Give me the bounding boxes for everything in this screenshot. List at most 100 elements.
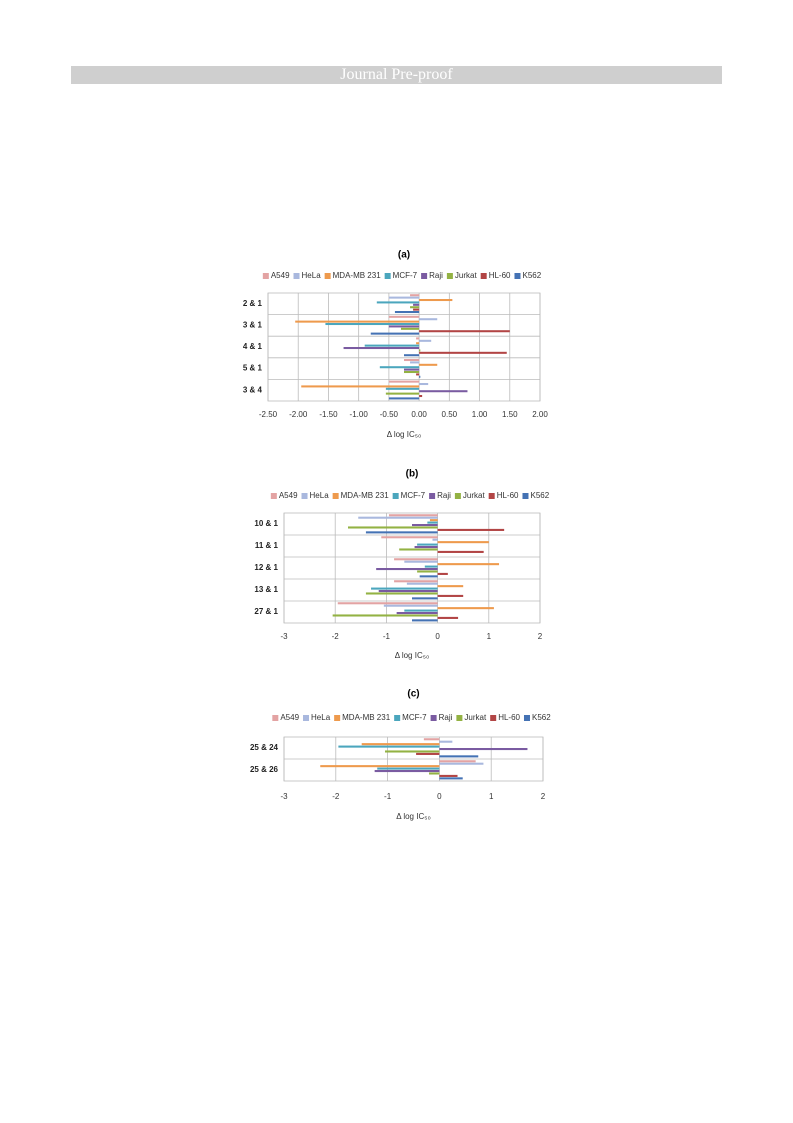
x-tick-label: 0.50 <box>442 410 458 419</box>
x-tick-label: -2 <box>332 632 340 641</box>
legend-label: Jurkat <box>455 271 478 280</box>
journal-header: Journal Pre-proof <box>71 66 722 84</box>
bar <box>385 392 420 395</box>
x-tick-label: -1 <box>384 792 392 801</box>
bar <box>419 390 468 393</box>
legend-label: A549 <box>280 713 299 722</box>
y-tick-label: 2 & 1 <box>243 299 263 308</box>
bar <box>404 368 420 371</box>
bar <box>343 347 420 350</box>
bar <box>394 580 438 583</box>
chart-title: (c) <box>407 689 419 700</box>
legend-swatch <box>456 715 463 721</box>
x-tick-label: 1.50 <box>502 410 518 419</box>
legend-label: HL-60 <box>498 713 520 722</box>
y-tick-label: 11 & 1 <box>255 541 279 550</box>
bar <box>429 519 438 522</box>
legend-swatch <box>293 273 300 279</box>
bar <box>416 752 440 755</box>
bar <box>437 585 464 588</box>
legend-label: HeLa <box>311 713 331 722</box>
bar <box>370 332 420 335</box>
legend-label: Raji <box>439 713 453 722</box>
x-tick-label: 2 <box>538 632 543 641</box>
bar <box>388 514 438 517</box>
bar <box>423 738 440 741</box>
x-tick-label: -2 <box>332 792 340 801</box>
bar <box>439 748 528 751</box>
bar <box>437 616 459 619</box>
x-tick-label: 2.00 <box>532 410 548 419</box>
legend-swatch <box>421 273 428 279</box>
bar <box>439 760 476 763</box>
bar <box>361 743 440 746</box>
bar <box>437 528 505 531</box>
legend-swatch <box>454 493 461 499</box>
legend-label: Raji <box>437 491 451 500</box>
bar <box>388 315 420 318</box>
legend-label: MDA-MB 231 <box>342 713 391 722</box>
bar <box>419 318 438 321</box>
bar <box>437 572 448 575</box>
legend-swatch <box>301 493 308 499</box>
bar <box>371 587 438 590</box>
y-tick-label: 27 & 1 <box>254 607 278 616</box>
bar <box>417 543 438 546</box>
bar <box>365 531 438 534</box>
legend-swatch <box>272 715 279 721</box>
bar <box>412 597 438 600</box>
bar <box>437 607 494 610</box>
bar <box>376 568 438 571</box>
legend-label: HL-60 <box>497 491 519 500</box>
bar <box>424 565 438 568</box>
bar <box>365 592 438 595</box>
bar <box>410 361 420 364</box>
legend-swatch <box>384 273 391 279</box>
x-axis-label: Δ log IC₅₀ <box>387 430 422 439</box>
bar <box>374 770 440 773</box>
legend-swatch <box>334 715 341 721</box>
bar <box>416 337 420 340</box>
bar <box>419 339 432 342</box>
bar <box>437 563 500 566</box>
legend-swatch <box>430 715 437 721</box>
chart-title: (a) <box>398 250 410 261</box>
x-tick-label: -2.00 <box>289 410 308 419</box>
bar <box>410 294 420 297</box>
y-tick-label: 12 & 1 <box>254 563 278 572</box>
bar <box>381 536 438 539</box>
y-tick-label: 25 & 24 <box>250 743 279 752</box>
bar <box>338 745 440 748</box>
bar <box>419 351 507 354</box>
legend-label: K562 <box>532 713 551 722</box>
bar <box>396 612 438 615</box>
x-tick-label: -1.00 <box>350 410 369 419</box>
legend-label: HL-60 <box>489 271 511 280</box>
bar <box>383 604 438 607</box>
bar <box>404 359 420 362</box>
x-tick-label: 2 <box>541 792 546 801</box>
bar <box>404 609 438 612</box>
bar <box>417 570 438 573</box>
bar <box>419 299 453 302</box>
legend-swatch <box>523 715 530 721</box>
bar <box>410 306 420 309</box>
legend-swatch <box>394 715 401 721</box>
bar <box>439 740 453 743</box>
bar <box>416 373 420 376</box>
bar <box>429 772 440 775</box>
bar <box>413 308 420 311</box>
bar <box>427 521 438 524</box>
x-tick-label: -1.50 <box>319 410 338 419</box>
bar <box>406 582 438 585</box>
bar <box>394 311 420 314</box>
x-axis-label: Δ log IC₅₀ <box>395 651 430 660</box>
bar <box>388 296 420 299</box>
legend-swatch <box>480 273 487 279</box>
bar <box>379 366 420 369</box>
legend-swatch <box>429 493 436 499</box>
bar <box>437 550 484 553</box>
bar <box>437 541 489 544</box>
